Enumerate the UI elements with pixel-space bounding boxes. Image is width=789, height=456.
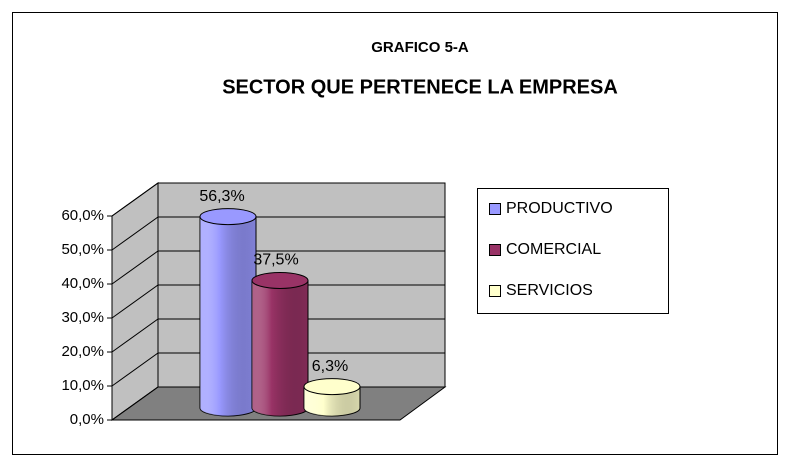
y-tick-label: 50,0% xyxy=(61,241,104,258)
y-tick-label: 60,0% xyxy=(61,207,104,224)
grid-line xyxy=(111,352,445,387)
data-label: 37,5% xyxy=(253,252,298,269)
data-label: 56,3% xyxy=(199,188,244,205)
legend-swatch xyxy=(489,203,501,215)
legend xyxy=(477,188,669,314)
legend-swatch xyxy=(489,244,501,256)
bar-shade xyxy=(252,280,308,416)
chart-title: GRAFICO 5-A xyxy=(371,39,469,56)
bar-top xyxy=(199,208,257,226)
y-tick-label: 10,0% xyxy=(61,377,104,394)
legend-label: PRODUCTIVO xyxy=(506,200,613,217)
bar-shade xyxy=(200,216,256,416)
grid-line xyxy=(111,318,445,353)
y-tick-label: 20,0% xyxy=(61,343,104,360)
data-label: 6,3% xyxy=(312,358,348,375)
legend-label: SERVICIOS xyxy=(506,282,593,299)
grid-line xyxy=(111,250,445,285)
grid-line xyxy=(111,216,445,251)
grid-line xyxy=(111,182,445,217)
bar-top xyxy=(303,378,361,396)
legend-label: COMERCIAL xyxy=(506,241,601,258)
grid-line xyxy=(111,284,445,319)
legend-swatch xyxy=(489,285,501,297)
y-tick-label: 40,0% xyxy=(61,275,104,292)
bar-top xyxy=(251,272,309,289)
chart-subtitle: SECTOR QUE PERTENECE LA EMPRESA xyxy=(222,76,618,98)
y-tick-label: 30,0% xyxy=(61,309,104,326)
y-tick-label: 0,0% xyxy=(70,411,104,428)
